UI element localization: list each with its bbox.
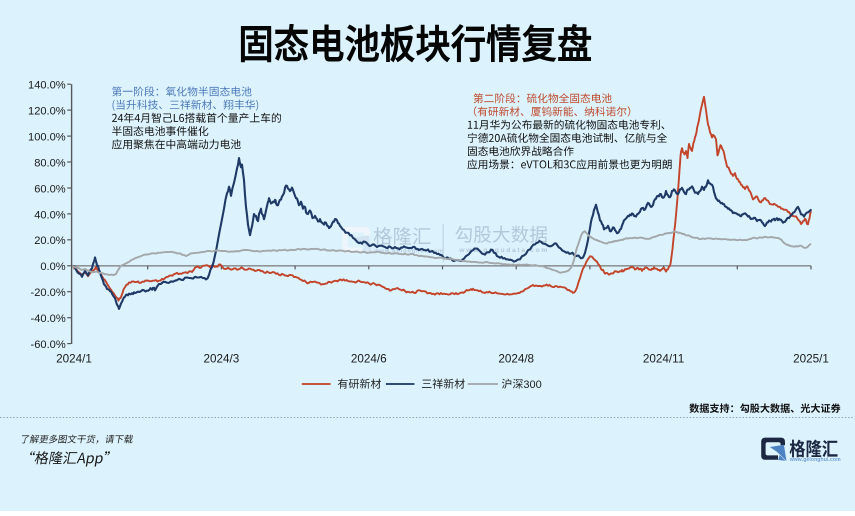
svg-text:-20.0%: -20.0% <box>31 287 66 299</box>
svg-text:2024/6: 2024/6 <box>351 353 387 366</box>
svg-text:20.0%: 20.0% <box>34 235 66 247</box>
svg-text:www.gelonghui.com: www.gelonghui.com <box>789 457 841 463</box>
svg-text:www.gogudata.com: www.gogudata.com <box>458 247 549 254</box>
svg-text:2024/3: 2024/3 <box>204 353 240 366</box>
svg-text:2025/1: 2025/1 <box>793 353 829 366</box>
svg-text:www.gelonghui.com: www.gelonghui.com <box>373 248 443 254</box>
svg-text:40.0%: 40.0% <box>34 209 66 221</box>
svg-text:-60.0%: -60.0% <box>31 339 66 351</box>
svg-text:120.0%: 120.0% <box>28 106 66 118</box>
svg-text:2024/8: 2024/8 <box>498 353 534 366</box>
svg-text:2024/1: 2024/1 <box>56 353 92 366</box>
svg-text:60.0%: 60.0% <box>34 183 66 195</box>
svg-text:100.0%: 100.0% <box>28 132 66 144</box>
svg-text:2024/11: 2024/11 <box>643 353 684 366</box>
svg-text:0.0%: 0.0% <box>40 261 65 273</box>
svg-text:80.0%: 80.0% <box>34 157 66 169</box>
svg-text:-40.0%: -40.0% <box>31 313 66 325</box>
svg-text:300: 300 <box>523 379 541 391</box>
svg-text:140.0%: 140.0% <box>28 80 66 92</box>
